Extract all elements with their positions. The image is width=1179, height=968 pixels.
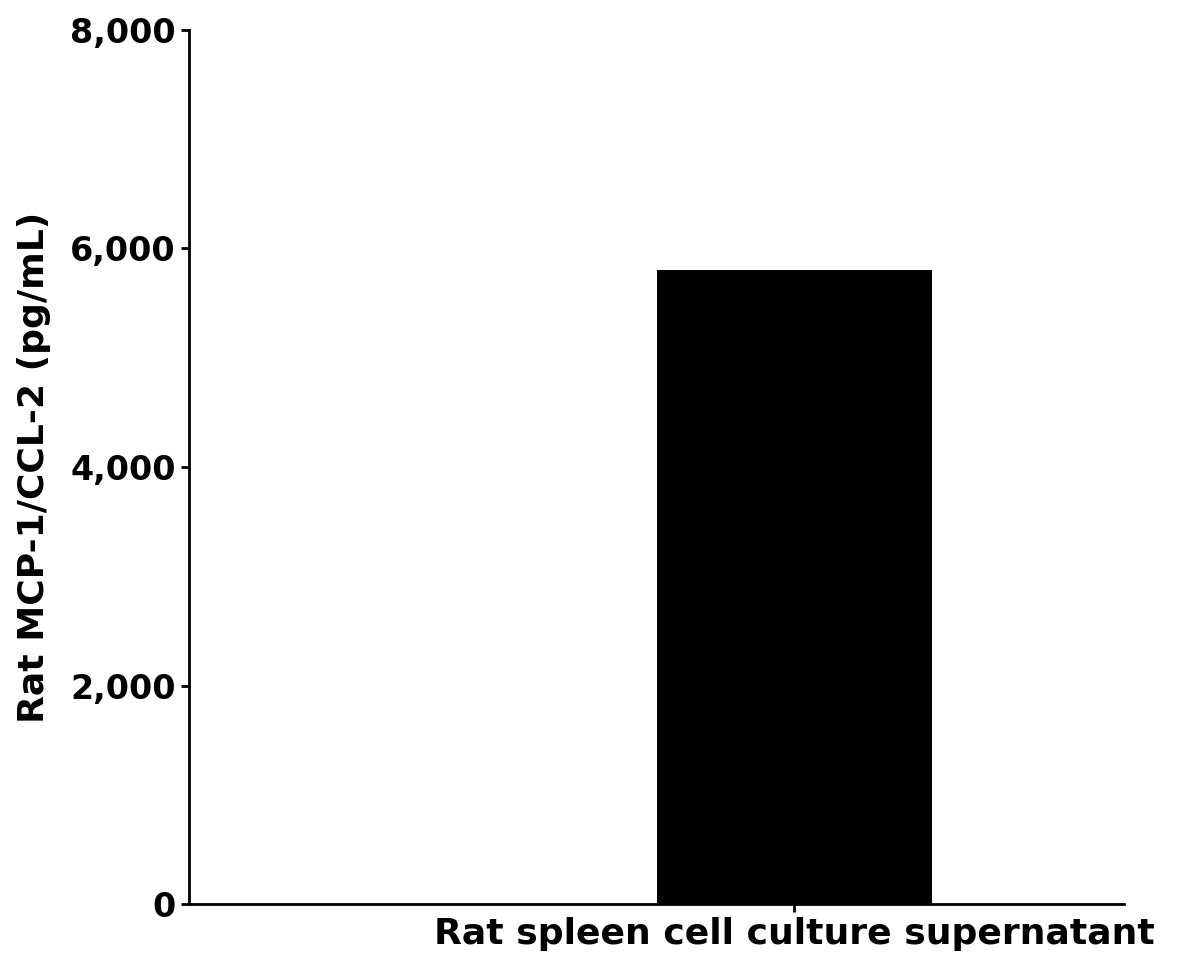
Y-axis label: Rat MCP-1/CCL-2 (pg/mL): Rat MCP-1/CCL-2 (pg/mL) [17, 211, 51, 722]
Bar [657, 270, 931, 904]
